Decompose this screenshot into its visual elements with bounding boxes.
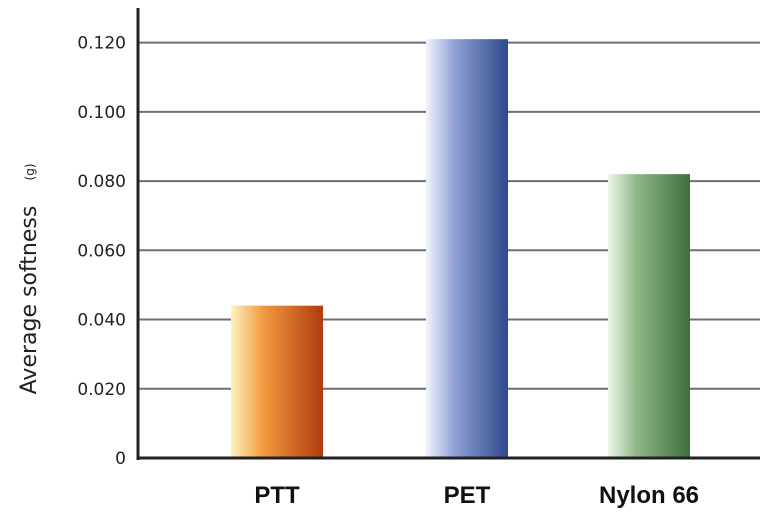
x-tick-label: Nylon 66 (599, 482, 699, 509)
y-tick-label: 0.100 (77, 103, 126, 123)
y-tick-label: 0 (115, 449, 126, 469)
x-tick-labels: PTT PET Nylon 66 (254, 482, 699, 509)
y-tick-label: 0.060 (77, 241, 126, 261)
x-tick-label: PTT (254, 482, 300, 509)
y-axis-label: Average softness (17, 206, 42, 395)
bars (231, 39, 690, 459)
y-tick-labels: 0 0.020 0.040 0.060 0.080 0.100 0.120 (77, 34, 126, 469)
bar-ptt (231, 305, 323, 458)
bar-pet (426, 39, 508, 459)
y-tick-label: 0.020 (77, 380, 126, 400)
x-tick-label: PET (444, 482, 491, 509)
y-tick-label: 0.120 (77, 34, 126, 54)
bar-nylon-66 (608, 174, 690, 458)
y-tick-label: 0.080 (77, 172, 126, 192)
y-axis-unit: (g) (23, 164, 37, 181)
y-tick-label: 0.040 (77, 311, 126, 331)
